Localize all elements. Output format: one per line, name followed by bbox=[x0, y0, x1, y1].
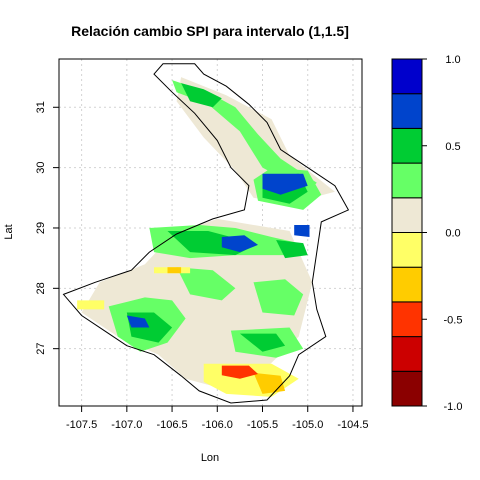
x-tick-label: -105.5 bbox=[247, 419, 278, 431]
contour-region-light-green bbox=[253, 279, 304, 316]
colorbar-segment bbox=[391, 162, 423, 199]
contour-region-yellow bbox=[77, 300, 105, 310]
state-boundary-line bbox=[62, 63, 350, 404]
chart-title: Relación cambio SPI para intervalo (1,1.… bbox=[71, 23, 349, 39]
colorbar-segment bbox=[391, 232, 423, 268]
filled-contours bbox=[77, 77, 335, 397]
x-tick-label: -105.0 bbox=[292, 419, 323, 431]
colorbar-segment bbox=[391, 266, 423, 303]
colorbar-segment bbox=[391, 301, 423, 338]
colorbar-tick-label: -1.0 bbox=[444, 401, 463, 413]
contour-region-green bbox=[181, 83, 222, 108]
y-axis: 27 28 29 30 31 bbox=[35, 101, 59, 355]
contour-region-green bbox=[276, 240, 308, 259]
x-tick-label: -107.5 bbox=[66, 419, 97, 431]
x-tick-label: -106.0 bbox=[202, 419, 233, 431]
x-axis-label: Lon bbox=[201, 452, 219, 464]
contour-region-light-green bbox=[172, 80, 317, 192]
x-tick-label: -106.5 bbox=[156, 419, 187, 431]
colorbar-tick-label: 0.5 bbox=[445, 141, 460, 153]
colorbar-tick-label: 1.0 bbox=[445, 54, 460, 66]
y-tick-label: 30 bbox=[35, 162, 47, 174]
x-axis: -107.5 -107.0 -106.5 -106.0 -105.5 -105.0 -104… bbox=[66, 406, 369, 431]
colorbar-segment bbox=[391, 197, 423, 234]
plot-area: -107.5 -107.0 -106.5 -106.0 -105.5 -105.0 -104… bbox=[35, 58, 369, 431]
y-tick-label: 31 bbox=[35, 101, 47, 113]
colorbar-tick-label: 0.0 bbox=[445, 228, 460, 240]
y-tick-label: 27 bbox=[35, 343, 47, 355]
contour-region-blue bbox=[221, 235, 258, 253]
colorbar-segment bbox=[391, 93, 423, 129]
contour-region-light-green bbox=[176, 267, 236, 301]
plot-frame bbox=[58, 58, 363, 407]
colorbar-segment bbox=[391, 127, 423, 164]
x-tick-label: -107.0 bbox=[111, 419, 142, 431]
colorbar-segment bbox=[391, 370, 423, 407]
contour-region-red bbox=[221, 365, 258, 379]
contour-region-blue bbox=[262, 173, 308, 195]
contour-region-green bbox=[239, 333, 286, 352]
y-tick-label: 28 bbox=[35, 282, 47, 294]
colorbar-segment bbox=[391, 58, 423, 95]
contour-region-blue bbox=[294, 225, 310, 237]
colorbar-segment bbox=[391, 336, 423, 372]
y-tick-label: 29 bbox=[35, 222, 47, 234]
colorbar-tick-label: -0.5 bbox=[444, 314, 463, 326]
x-tick-label: -104.5 bbox=[337, 419, 368, 431]
region-boundary bbox=[62, 63, 350, 404]
contour-region-blue bbox=[126, 315, 150, 328]
colorbar: 1.0 0.5 0.0 -0.5 -1.0 bbox=[391, 54, 463, 413]
contour-region-orange bbox=[167, 267, 182, 274]
y-axis-label: Lat bbox=[3, 224, 15, 239]
